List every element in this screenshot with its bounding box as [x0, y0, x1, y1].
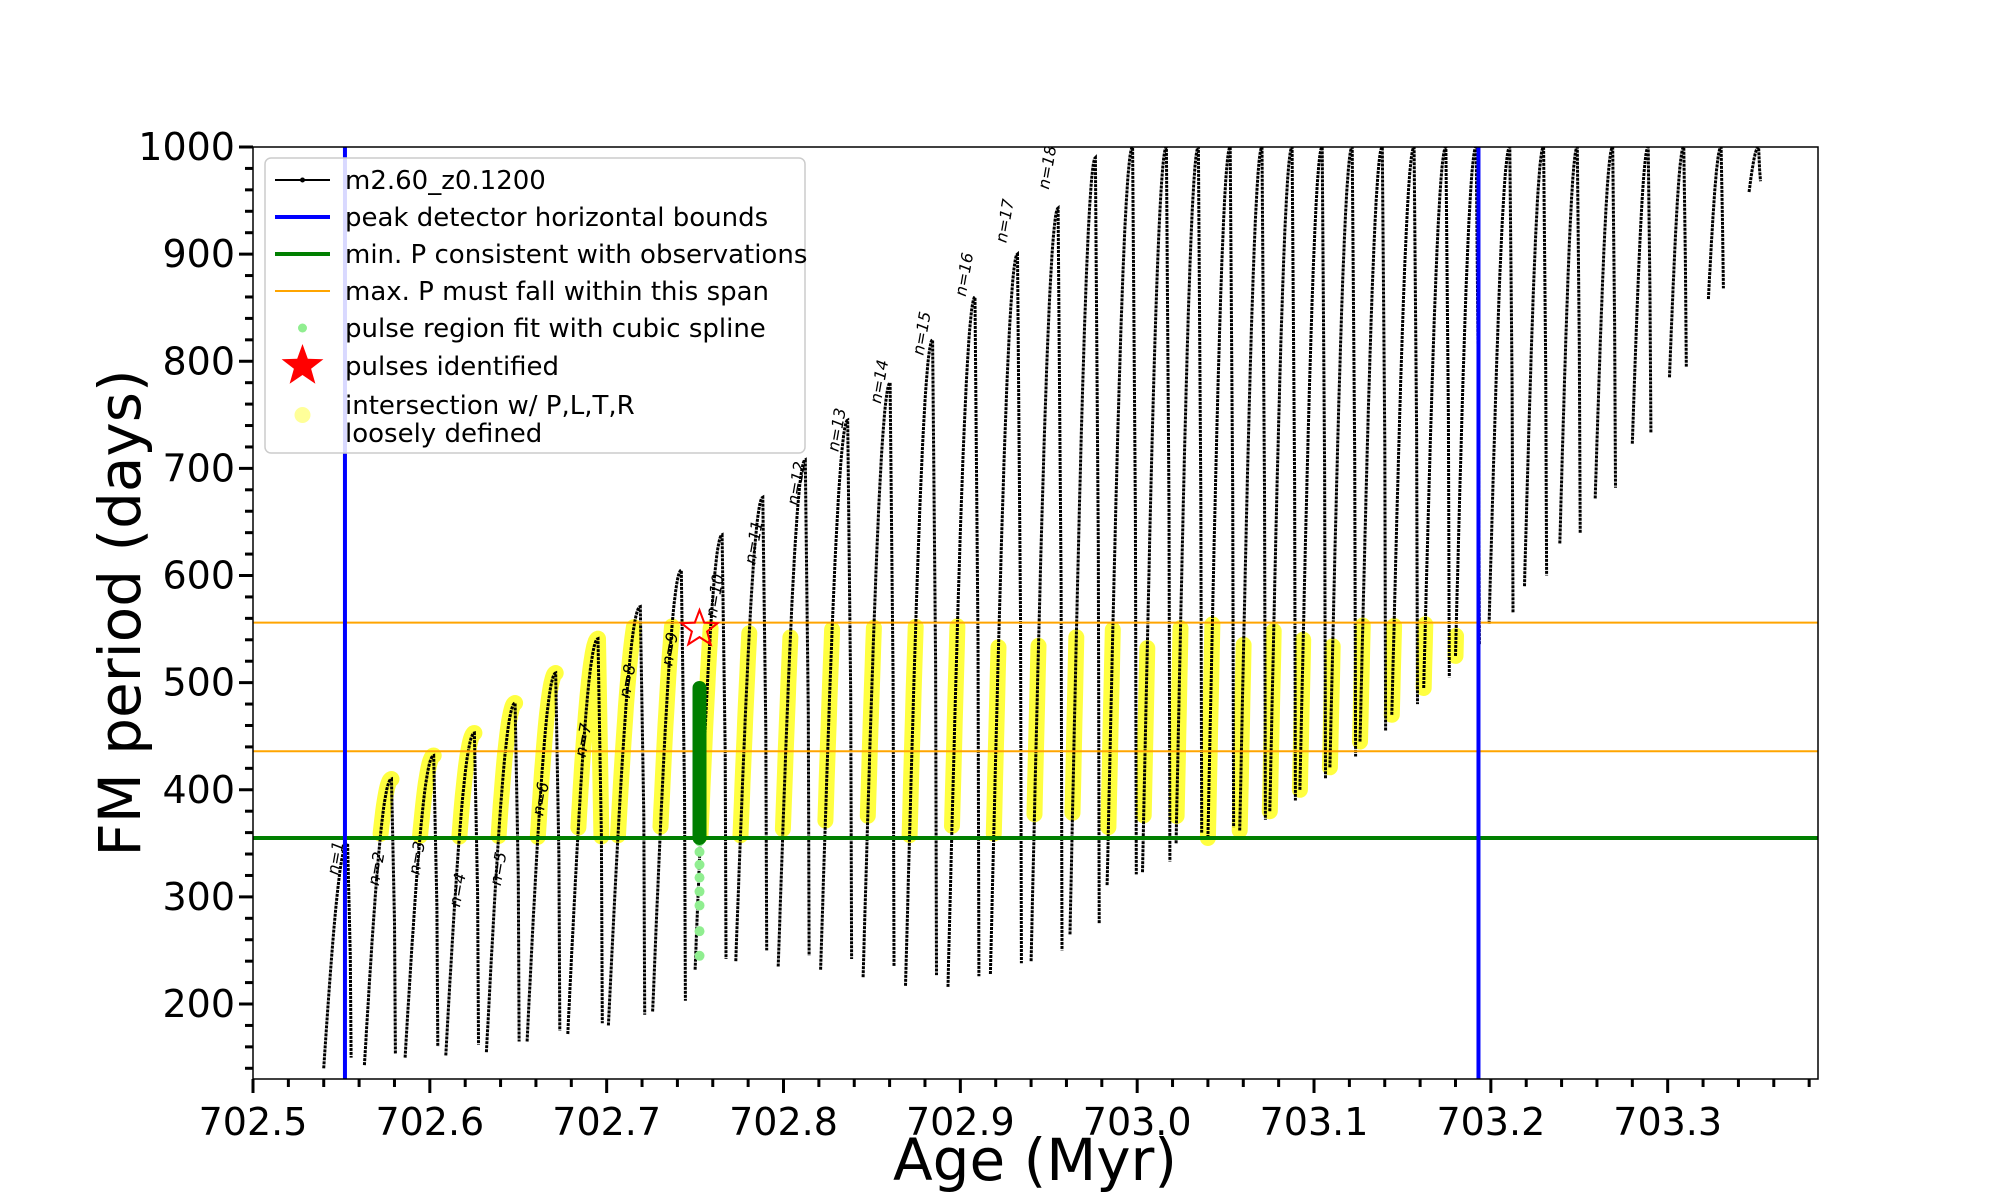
pulse-curve	[734, 494, 769, 962]
pulse-curve	[1328, 147, 1358, 768]
pulse-curve	[525, 670, 562, 1042]
pulse-curve	[904, 336, 938, 986]
spline-point	[694, 859, 705, 870]
pulse-curve	[484, 700, 521, 1053]
x-tick-label: 703.2	[1436, 1100, 1545, 1144]
pulse-curve	[1298, 147, 1327, 790]
y-tick-label: 700	[162, 446, 235, 490]
y-tick-label: 900	[162, 232, 235, 276]
y-tick-label: 600	[162, 554, 235, 598]
y-tick-label: 500	[162, 661, 235, 705]
pulse-curve	[1141, 147, 1172, 873]
spline-point	[694, 950, 705, 961]
pulse-curve	[403, 753, 440, 1058]
pulse-curve	[988, 250, 1023, 975]
spline-point	[694, 872, 705, 883]
pulse-curve	[1523, 147, 1549, 587]
pulse-curve	[1358, 147, 1388, 742]
spline-point	[694, 900, 705, 911]
x-tick-label: 703.0	[1083, 1100, 1192, 1144]
legend-label: pulses identified	[345, 352, 559, 382]
pulse-curve	[1238, 147, 1267, 831]
pulse-curve	[1487, 147, 1515, 624]
y-tick-label: 400	[162, 768, 235, 812]
pulse-curve	[1454, 147, 1481, 656]
pulse-curve	[1206, 147, 1236, 839]
x-tick-label: 702.7	[552, 1100, 661, 1144]
legend-swatch-dot	[298, 323, 307, 333]
pulse-curve	[1422, 147, 1451, 689]
legend-label: max. P must fall within this span	[345, 277, 769, 307]
y-axis-title: FM period (days)	[86, 369, 154, 856]
pulse-curve	[1593, 147, 1617, 499]
x-tick-label: 702.8	[729, 1100, 838, 1144]
pulse-curve	[861, 379, 896, 978]
y-tick-label: 200	[162, 982, 235, 1026]
x-axis-title: Age (Myr)	[893, 1126, 1177, 1194]
pulse-curve	[819, 417, 854, 970]
pulse-curve	[362, 776, 397, 1066]
spline-point	[694, 886, 705, 897]
y-tick-label: 300	[162, 875, 235, 919]
axes: 702.5 702.6 702.7 702.8 702.9 703.0 703.1 703.2…	[138, 125, 1811, 1144]
y-tick-label: 1000	[138, 125, 235, 169]
legend-box	[264, 157, 806, 454]
pulse-curve	[1630, 147, 1653, 444]
legend-label: intersection w/ P,L,T,R	[345, 391, 635, 421]
legend-swatch-marker	[300, 177, 305, 183]
pulse-curve	[651, 567, 687, 1012]
pulse-curve	[1390, 147, 1419, 715]
pulse-curve	[1268, 147, 1297, 812]
pulse-curve	[1105, 147, 1138, 886]
y-tick-label: 800	[162, 339, 235, 383]
spline-point	[694, 926, 705, 937]
pulse-curve	[606, 604, 647, 1026]
pulse-curve	[1706, 147, 1725, 300]
legend-label: min. P consistent with observations	[345, 240, 807, 270]
legend-label: loosely defined	[345, 419, 542, 449]
spline-point	[694, 846, 705, 857]
x-tick-label: 703.1	[1260, 1100, 1369, 1144]
legend-label: pulse region fit with cubic spline	[345, 314, 766, 344]
pulse-curve	[444, 731, 480, 1056]
legend-label: peak detector horizontal bounds	[345, 203, 768, 233]
x-tick-label: 703.3	[1613, 1100, 1722, 1144]
legend-swatch-dot	[294, 407, 311, 423]
pulse-curve	[1558, 147, 1582, 544]
pulse-curve	[1068, 154, 1101, 935]
x-tick-label: 702.5	[199, 1100, 308, 1144]
x-tick-label: 702.9	[906, 1100, 1015, 1144]
pulse-curve	[1747, 147, 1762, 193]
pulse-curve	[1029, 204, 1064, 962]
legend-swatch-star	[281, 344, 324, 384]
legend-label: m2.60_z0.1200	[345, 166, 546, 196]
pulse-identified-star	[678, 607, 721, 647]
pulse-curve	[946, 294, 981, 987]
plot-frame	[252, 146, 1819, 1080]
pulse-curve	[776, 457, 811, 967]
pulse-curve	[1174, 147, 1204, 844]
pulse-curve	[566, 636, 604, 1035]
pulse-curve	[1668, 147, 1688, 378]
x-tick-label: 702.6	[375, 1100, 484, 1144]
